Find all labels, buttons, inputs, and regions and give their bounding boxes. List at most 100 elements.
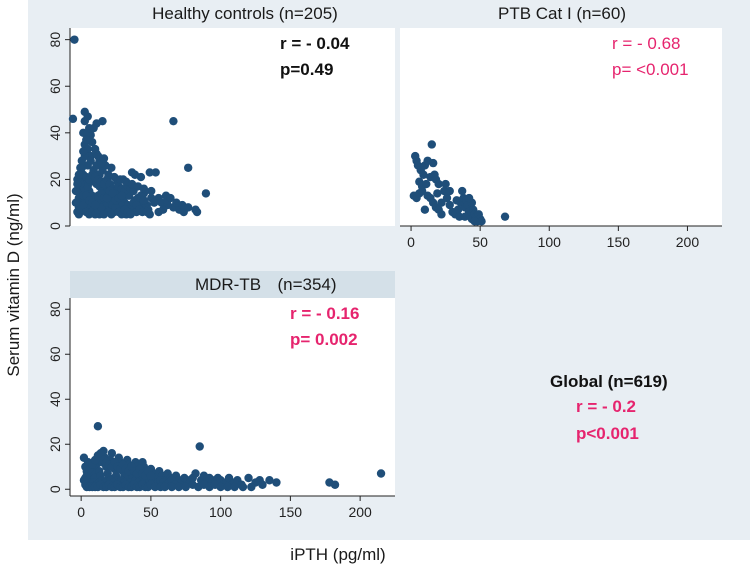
data-point-healthy xyxy=(158,205,168,214)
data-point-mdr xyxy=(146,471,156,480)
data-point-ptb xyxy=(427,140,436,149)
y-tick-label-mdr: 80 xyxy=(47,301,63,317)
data-point-mdr xyxy=(107,449,117,458)
data-point-healthy xyxy=(183,163,193,172)
data-point-healthy xyxy=(99,154,109,163)
data-point-ptb xyxy=(464,193,474,203)
data-point-healthy xyxy=(126,210,135,219)
data-point-ptb xyxy=(419,170,428,179)
data-point-ptb xyxy=(442,193,452,203)
data-point-ptb xyxy=(428,158,438,168)
data-point-healthy xyxy=(86,156,95,165)
y-tick-label-healthy: 20 xyxy=(47,171,63,187)
data-point-ptb xyxy=(477,217,486,226)
x-tick-label-ptb: 150 xyxy=(607,234,631,250)
data-point-ptb xyxy=(470,217,479,226)
y-tick-label-healthy: 40 xyxy=(47,125,63,141)
data-point-mdr xyxy=(376,469,386,478)
data-point-healthy xyxy=(85,123,94,133)
data-point-healthy xyxy=(145,210,154,219)
data-point-healthy xyxy=(98,165,107,175)
x-axis-title: iPTH (pg/ml) xyxy=(290,545,385,564)
data-point-ptb xyxy=(433,189,442,198)
data-point-healthy xyxy=(70,35,79,44)
data-point-mdr xyxy=(181,482,190,492)
x-tick-label-mdr: 100 xyxy=(209,504,233,520)
data-point-healthy xyxy=(90,144,100,154)
data-point-mdr xyxy=(272,478,281,487)
data-point-mdr xyxy=(167,482,177,492)
stat-p-ptb: p= <0.001 xyxy=(612,60,689,79)
data-point-healthy xyxy=(79,200,88,210)
title-strip-mdr xyxy=(70,271,395,298)
data-point-ptb xyxy=(453,205,463,214)
data-point-healthy xyxy=(191,205,200,214)
y-tick-label-healthy: 60 xyxy=(47,78,63,94)
data-point-healthy xyxy=(68,114,78,124)
data-point-healthy xyxy=(90,200,100,210)
data-point-healthy xyxy=(139,184,149,193)
y-tick-label-mdr: 60 xyxy=(47,346,63,362)
x-tick-label-mdr: 200 xyxy=(348,504,372,520)
x-tick-label-ptb: 100 xyxy=(538,234,562,250)
data-point-mdr xyxy=(330,480,340,489)
data-point-mdr xyxy=(191,469,200,478)
data-point-healthy xyxy=(130,170,140,179)
data-point-ptb xyxy=(445,200,454,210)
data-point-mdr xyxy=(223,482,232,492)
x-tick-label-mdr: 50 xyxy=(143,504,159,520)
data-point-ptb xyxy=(445,186,454,196)
x-tick-label-ptb: 0 xyxy=(407,234,415,250)
data-point-healthy xyxy=(169,116,178,126)
data-point-healthy xyxy=(151,168,160,177)
panel-healthy-controls: Healthy controls (n=205) r = - 0.04 p=0.… xyxy=(47,4,395,230)
data-point-healthy xyxy=(139,196,149,205)
data-point-mdr xyxy=(93,422,103,431)
data-point-healthy xyxy=(183,203,193,212)
data-point-ptb xyxy=(420,205,430,214)
data-point-healthy xyxy=(77,156,87,165)
plot-area-ptb xyxy=(400,28,722,226)
data-point-mdr xyxy=(230,482,239,492)
stat-r-healthy: r = - 0.04 xyxy=(280,34,350,53)
x-tick-label-ptb: 200 xyxy=(676,234,700,250)
data-point-mdr xyxy=(247,482,256,492)
global-p: p<0.001 xyxy=(576,424,639,443)
x-tick-label-mdr: 150 xyxy=(279,504,303,520)
data-point-healthy xyxy=(150,198,159,207)
data-point-healthy xyxy=(108,189,118,198)
panel-title-mdr: MDR-TB xyxy=(195,275,261,294)
global-stats: Global (n=619) r = - 0.2 p<0.001 xyxy=(550,372,668,443)
y-tick-label-mdr: 40 xyxy=(47,391,63,407)
data-point-healthy xyxy=(83,112,92,121)
data-point-ptb xyxy=(500,212,510,221)
data-point-ptb xyxy=(441,179,450,189)
data-point-healthy xyxy=(201,189,211,198)
x-tick-label-mdr: 0 xyxy=(77,504,85,520)
data-point-mdr xyxy=(224,473,234,483)
data-point-ptb xyxy=(452,196,461,205)
stat-p-healthy: p=0.49 xyxy=(280,60,333,79)
data-point-healthy xyxy=(147,186,156,196)
data-point-healthy xyxy=(79,147,88,156)
data-point-mdr xyxy=(160,482,170,492)
data-point-ptb xyxy=(434,179,443,189)
data-point-ptb xyxy=(437,198,446,207)
x-tick-label-ptb: 50 xyxy=(472,234,488,250)
y-axis-title: Serum vitamin D (ng/ml) xyxy=(4,193,23,376)
y-tick-label-healthy: 0 xyxy=(47,222,63,230)
data-point-ptb xyxy=(437,210,446,219)
data-point-healthy xyxy=(166,193,175,203)
panel-title-mdr-count: (n=354) xyxy=(277,275,336,294)
global-title: Global (n=619) xyxy=(550,372,668,391)
data-point-ptb xyxy=(422,179,431,189)
y-tick-label-mdr: 20 xyxy=(47,436,63,452)
data-point-mdr xyxy=(96,449,105,458)
stat-r-mdr: r = - 0.16 xyxy=(290,304,359,323)
data-point-healthy xyxy=(102,193,112,203)
data-point-healthy xyxy=(71,198,81,207)
data-point-healthy xyxy=(74,170,84,179)
data-point-healthy xyxy=(73,179,82,189)
data-point-healthy xyxy=(99,210,109,219)
